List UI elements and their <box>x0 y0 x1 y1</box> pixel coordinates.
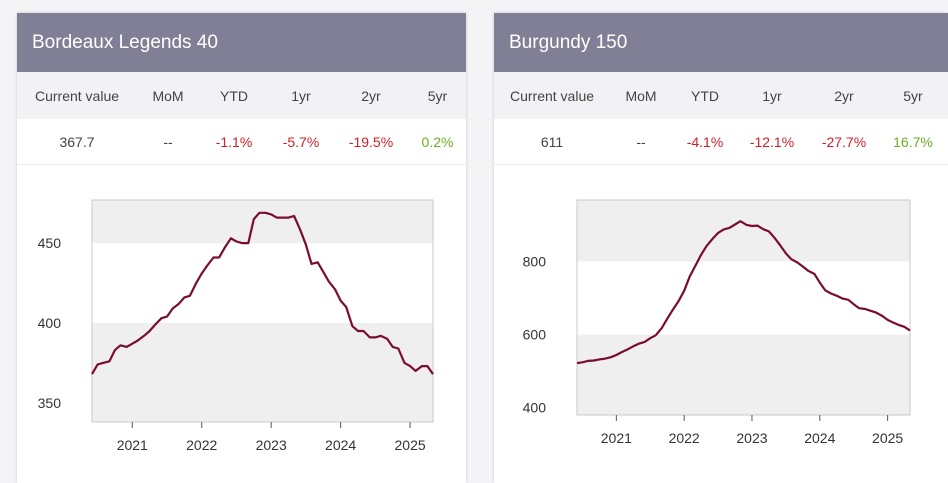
series-line <box>576 220 911 365</box>
col-current-value: Current value <box>509 87 595 104</box>
grid-band <box>577 261 910 335</box>
col-1yr: 1yr <box>291 87 311 104</box>
col-ytd: YTD <box>691 87 719 104</box>
grid-band <box>577 200 910 262</box>
series-line <box>91 211 434 375</box>
1yr-value: -12.1% <box>749 133 795 150</box>
panel-burgundy-150: Burgundy 150 Current value MoM YTD 1yr 2… <box>494 13 948 483</box>
col-1yr: 1yr <box>762 87 782 104</box>
5yr-value: 0.2% <box>421 133 454 150</box>
panel-title: Burgundy 150 <box>494 13 948 72</box>
grid-band <box>577 407 910 415</box>
panel-bordeaux-legends-40: Bordeaux Legends 40 Current value MoM YT… <box>17 13 466 483</box>
col-5yr: 5yr <box>427 87 448 104</box>
x-tick-label: 2025 <box>395 437 426 453</box>
col-5yr: 5yr <box>903 87 923 104</box>
x-tick-label: 2025 <box>872 430 903 446</box>
col-2yr: 2yr <box>834 87 854 104</box>
x-tick-label: 2021 <box>601 430 632 446</box>
y-tick-label: 400 <box>523 400 547 416</box>
x-tick-label: 2022 <box>186 437 217 453</box>
y-tick-label: 800 <box>523 253 547 269</box>
2yr-value: -27.7% <box>821 133 867 150</box>
col-mom: MoM <box>625 87 657 104</box>
stats-values: 367.7 -- -1.1% -5.7% -19.5% 0.2% <box>17 119 466 165</box>
line-chart-burgundy: 400 600 800 2021 2022 2023 2024 2025 <box>523 199 911 446</box>
5yr-value: 16.7% <box>893 133 933 150</box>
stats-header: Current value MoM YTD 1yr 2yr 5yr <box>17 72 466 119</box>
plot-border <box>91 199 434 423</box>
grid-band <box>92 243 433 323</box>
x-tick-label: 2022 <box>669 430 700 446</box>
mom-value: -- <box>636 133 646 150</box>
line-chart-bordeaux: 350 400 450 2021 2022 2023 2024 2025 <box>38 199 434 453</box>
1yr-value: -5.7% <box>282 133 320 150</box>
stats-header: Current value MoM YTD 1yr 2yr 5yr <box>494 72 948 119</box>
grid-band <box>92 200 433 244</box>
col-2yr: 2yr <box>361 87 381 104</box>
x-tick-label: 2024 <box>804 430 835 446</box>
mom-value: -- <box>163 133 173 150</box>
col-ytd: YTD <box>220 87 248 104</box>
grid-band <box>92 402 433 422</box>
col-mom: MoM <box>152 87 184 104</box>
x-tick-label: 2023 <box>736 430 767 446</box>
panel-title: Bordeaux Legends 40 <box>17 13 466 72</box>
ytd-value: -4.1% <box>686 133 724 150</box>
y-tick-label: 600 <box>523 327 547 343</box>
grid-band <box>92 322 433 403</box>
x-tick-label: 2021 <box>117 437 148 453</box>
2yr-value: -19.5% <box>348 133 394 150</box>
y-tick-label: 400 <box>38 315 62 331</box>
current-value: 367.7 <box>59 133 95 150</box>
y-tick-label: 450 <box>38 235 62 251</box>
plot-border <box>576 199 911 416</box>
col-current-value: Current value <box>34 87 120 104</box>
y-tick-label: 350 <box>38 395 62 411</box>
ytd-value: -1.1% <box>215 133 253 150</box>
stats-values: 611 -- -4.1% -12.1% -27.7% 16.7% <box>494 119 948 165</box>
grid-band <box>577 334 910 408</box>
x-tick-label: 2023 <box>256 437 287 453</box>
current-value: 611 <box>540 133 564 150</box>
x-tick-label: 2024 <box>325 437 356 453</box>
